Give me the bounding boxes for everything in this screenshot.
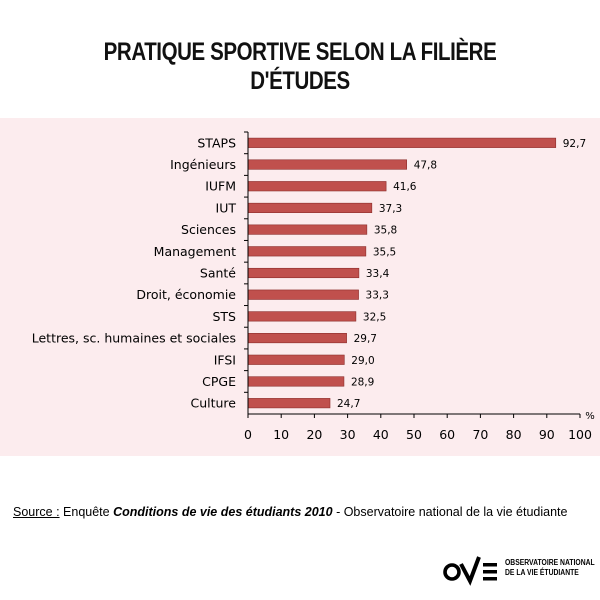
category-label: Culture bbox=[190, 396, 236, 411]
data-label: 32,5 bbox=[363, 311, 386, 323]
x-tick-label: 50 bbox=[406, 427, 422, 442]
ove-logo: OBSERVATOIRE NATIONAL DE LA VIE ÉTUDIANT… bbox=[443, 553, 595, 587]
data-label: 29,0 bbox=[351, 355, 374, 367]
data-label: 41,6 bbox=[393, 181, 417, 193]
data-label: 33,3 bbox=[366, 290, 389, 302]
x-tick-label: 80 bbox=[506, 427, 522, 442]
x-tick-label: 100 bbox=[568, 427, 592, 442]
x-tick-label: 40 bbox=[373, 427, 389, 442]
source-prefix: Source : bbox=[13, 505, 60, 519]
x-tick-label: 70 bbox=[472, 427, 488, 442]
bar bbox=[247, 137, 557, 148]
source-survey-title: Conditions de vie des étudiants 2010 bbox=[113, 505, 333, 519]
bar bbox=[247, 202, 373, 213]
category-label: Sciences bbox=[181, 222, 236, 237]
source-suffix: - Observatoire national de la vie étudia… bbox=[332, 505, 568, 519]
bar bbox=[247, 376, 345, 387]
source-note: Source : Enquête Conditions de vie des é… bbox=[13, 505, 567, 519]
x-tick-label: 20 bbox=[306, 427, 322, 442]
bar bbox=[247, 246, 367, 257]
data-label: 33,4 bbox=[366, 268, 390, 280]
data-label: 29,7 bbox=[354, 333, 377, 345]
bar bbox=[247, 181, 387, 192]
ove-logo-line2: DE LA VIE ÉTUDIANTE bbox=[505, 568, 579, 577]
x-tick-label: 30 bbox=[340, 427, 356, 442]
source-middle: Enquête bbox=[59, 505, 114, 519]
bar bbox=[247, 398, 331, 409]
x-unit-label: % bbox=[585, 411, 595, 422]
x-tick-label: 60 bbox=[439, 427, 455, 442]
chart-title: PRATIQUE SPORTIVE SELON LA FILIÈRE D'ÉTU… bbox=[103, 38, 497, 95]
ove-logo-text: OBSERVATOIRE NATIONAL DE LA VIE ÉTUDIANT… bbox=[505, 558, 595, 578]
category-label: STS bbox=[212, 309, 236, 324]
bar bbox=[247, 159, 407, 170]
bar bbox=[247, 267, 360, 279]
bar bbox=[247, 333, 347, 344]
data-label: 24,7 bbox=[337, 398, 360, 410]
bar bbox=[247, 289, 359, 300]
category-label: IUFM bbox=[205, 179, 236, 194]
ove-logo-icon bbox=[443, 556, 497, 586]
category-label: Droit, économie bbox=[136, 287, 236, 302]
data-label: 37,3 bbox=[379, 203, 402, 215]
category-label: IFSI bbox=[214, 352, 236, 367]
category-label: CPGE bbox=[202, 374, 236, 389]
x-tick-label: 0 bbox=[244, 427, 252, 442]
data-label: 92,7 bbox=[563, 138, 586, 150]
x-tick-label: 90 bbox=[539, 427, 555, 442]
category-label: Lettres, sc. humaines et sociales bbox=[32, 331, 236, 346]
data-label: 28,9 bbox=[351, 376, 374, 388]
category-label: Management bbox=[154, 244, 236, 259]
data-label: 47,8 bbox=[414, 160, 437, 172]
bar bbox=[247, 224, 368, 235]
category-label: STAPS bbox=[197, 135, 236, 150]
data-label: 35,5 bbox=[373, 246, 396, 258]
bar bbox=[247, 311, 357, 322]
data-label: 35,8 bbox=[374, 225, 397, 237]
category-label: Santé bbox=[200, 266, 236, 281]
category-label: Ingénieurs bbox=[170, 157, 236, 172]
bar bbox=[247, 354, 345, 365]
x-tick-label: 10 bbox=[273, 427, 289, 442]
category-label: IUT bbox=[216, 200, 237, 215]
ove-logo-line1: OBSERVATOIRE NATIONAL bbox=[505, 558, 595, 567]
